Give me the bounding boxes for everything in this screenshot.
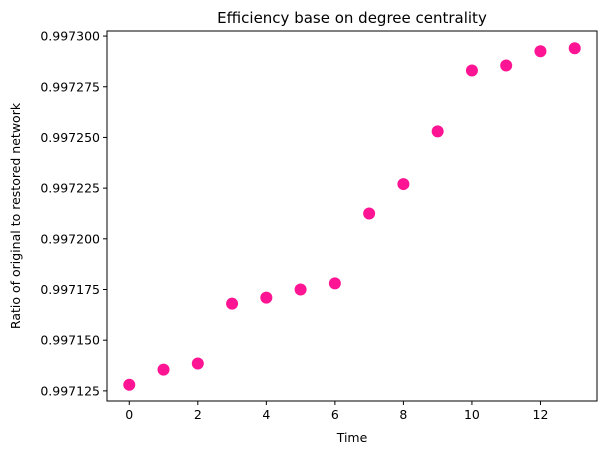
data-point (500, 59, 513, 72)
x-tick-label: 2 (194, 407, 202, 422)
data-point (260, 291, 273, 304)
y-tick-label: 0.997250 (40, 130, 100, 145)
x-axis-label: Time (336, 430, 368, 445)
y-tick-label: 0.997300 (40, 29, 100, 44)
data-point (226, 297, 239, 310)
data-point (191, 357, 204, 370)
y-tick-label: 0.997200 (40, 231, 100, 246)
data-point (363, 207, 376, 220)
x-tick-label: 4 (262, 407, 270, 422)
data-point (328, 277, 341, 290)
y-tick-label: 0.997125 (40, 383, 100, 398)
y-tick-label: 0.997275 (40, 79, 100, 94)
data-point (123, 378, 136, 391)
data-point (465, 64, 478, 77)
x-tick-label: 12 (533, 407, 549, 422)
y-tick-label: 0.997225 (40, 181, 100, 196)
data-points (123, 42, 581, 391)
data-point (534, 45, 547, 58)
data-point (294, 283, 307, 296)
x-tick-label: 10 (464, 407, 480, 422)
data-point (568, 42, 581, 55)
y-tick-label: 0.997150 (40, 333, 100, 348)
y-axis: 0.997125 0.997150 0.997175 0.997200 0.997225… (40, 29, 107, 398)
y-tick-label: 0.997175 (40, 282, 100, 297)
y-axis-label: Ratio of original to restored network (8, 102, 23, 329)
x-tick-label: 0 (125, 407, 133, 422)
data-point (397, 178, 410, 191)
x-axis: 0 2 4 6 8 10 12 (125, 401, 548, 422)
data-point (157, 363, 170, 376)
plot-area (106, 30, 598, 402)
x-tick-label: 6 (331, 407, 339, 422)
x-tick-label: 8 (399, 407, 407, 422)
chart-title: Efficiency base on degree centrality (217, 9, 487, 27)
data-point (431, 125, 444, 138)
